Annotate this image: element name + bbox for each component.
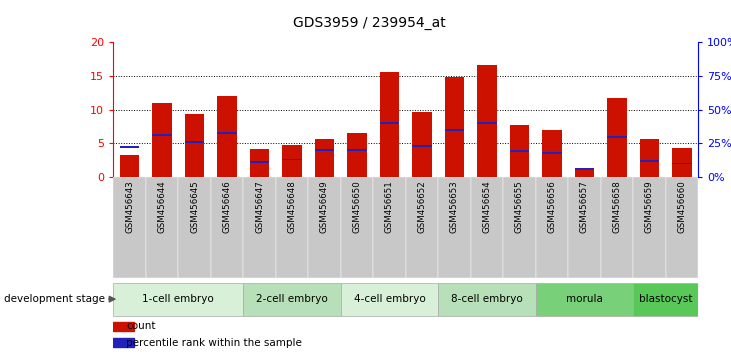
Bar xyxy=(282,159,302,160)
Text: GSM456649: GSM456649 xyxy=(320,180,329,233)
Text: GSM456654: GSM456654 xyxy=(482,180,491,233)
Text: GSM456643: GSM456643 xyxy=(125,180,134,233)
Bar xyxy=(341,283,438,316)
Bar xyxy=(113,338,134,347)
Bar xyxy=(412,145,432,147)
Bar xyxy=(640,160,659,162)
Text: GSM456653: GSM456653 xyxy=(450,180,459,233)
Bar xyxy=(185,114,204,177)
Bar xyxy=(412,113,432,177)
Bar xyxy=(444,78,464,177)
Bar xyxy=(152,103,172,177)
Bar xyxy=(250,161,269,163)
Bar xyxy=(185,141,204,143)
Bar xyxy=(575,168,594,177)
Bar xyxy=(282,145,302,177)
Bar xyxy=(347,133,367,177)
Bar xyxy=(379,122,399,124)
Bar xyxy=(250,149,269,177)
Text: GSM456651: GSM456651 xyxy=(385,180,394,233)
Text: development stage: development stage xyxy=(4,294,105,304)
Bar xyxy=(510,150,529,152)
Bar xyxy=(672,162,692,165)
Bar xyxy=(542,130,561,177)
Bar xyxy=(217,96,237,177)
Bar xyxy=(672,148,692,177)
Bar xyxy=(406,177,438,278)
Bar xyxy=(607,98,626,177)
Text: GSM456647: GSM456647 xyxy=(255,180,264,233)
Bar xyxy=(178,177,211,278)
Bar xyxy=(347,149,367,151)
Text: GSM456650: GSM456650 xyxy=(352,180,361,233)
Bar xyxy=(315,139,334,177)
Bar xyxy=(444,129,464,131)
Bar xyxy=(113,283,243,316)
Bar xyxy=(568,177,601,278)
Bar xyxy=(640,139,659,177)
Bar xyxy=(601,177,633,278)
Text: GSM456645: GSM456645 xyxy=(190,180,199,233)
Bar xyxy=(607,136,626,138)
Bar xyxy=(113,177,145,278)
Bar xyxy=(503,177,536,278)
Text: GSM456657: GSM456657 xyxy=(580,180,589,233)
Text: GSM456644: GSM456644 xyxy=(158,180,167,233)
Text: 4-cell embryo: 4-cell embryo xyxy=(354,295,425,304)
Text: GSM456655: GSM456655 xyxy=(515,180,524,233)
Bar xyxy=(633,177,666,278)
Text: GDS3959 / 239954_at: GDS3959 / 239954_at xyxy=(293,16,445,30)
Text: GSM456659: GSM456659 xyxy=(645,180,654,233)
Bar xyxy=(374,177,406,278)
Bar xyxy=(120,147,140,148)
Bar xyxy=(575,168,594,170)
Bar xyxy=(536,177,568,278)
Bar xyxy=(211,177,243,278)
Bar xyxy=(315,149,334,151)
Bar xyxy=(379,72,399,177)
Bar xyxy=(477,65,496,177)
Text: GSM456660: GSM456660 xyxy=(678,180,686,233)
Bar xyxy=(633,283,698,316)
Bar xyxy=(152,135,172,136)
Text: count: count xyxy=(126,321,156,331)
Text: GSM456652: GSM456652 xyxy=(417,180,426,233)
Bar xyxy=(510,125,529,177)
Bar xyxy=(477,122,496,124)
Text: percentile rank within the sample: percentile rank within the sample xyxy=(126,338,302,348)
Text: 8-cell embryo: 8-cell embryo xyxy=(451,295,523,304)
Bar xyxy=(341,177,374,278)
Bar xyxy=(145,177,178,278)
Text: blastocyst: blastocyst xyxy=(639,295,692,304)
Bar xyxy=(536,283,633,316)
Bar xyxy=(542,152,561,154)
Bar xyxy=(276,177,308,278)
Bar xyxy=(438,177,471,278)
Bar xyxy=(471,177,503,278)
Bar xyxy=(666,177,698,278)
Text: GSM456646: GSM456646 xyxy=(222,180,232,233)
Bar xyxy=(120,155,140,177)
Bar xyxy=(308,177,341,278)
Text: 1-cell embryo: 1-cell embryo xyxy=(143,295,214,304)
Text: GSM456656: GSM456656 xyxy=(548,180,556,233)
Bar xyxy=(243,283,341,316)
Text: 2-cell embryo: 2-cell embryo xyxy=(256,295,328,304)
Text: morula: morula xyxy=(566,295,603,304)
Bar xyxy=(217,132,237,133)
Bar xyxy=(438,283,536,316)
Text: GSM456648: GSM456648 xyxy=(287,180,297,233)
Text: GSM456658: GSM456658 xyxy=(613,180,621,233)
Bar xyxy=(113,322,134,331)
Bar xyxy=(243,177,276,278)
